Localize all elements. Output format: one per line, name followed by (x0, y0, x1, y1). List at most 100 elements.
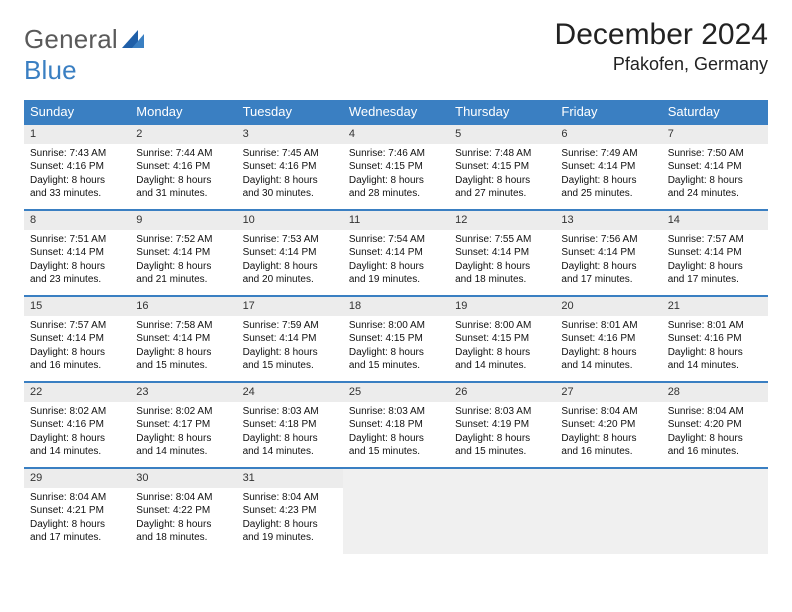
day-number: 21 (662, 297, 768, 316)
logo-text-general: General (24, 24, 118, 54)
calendar-cell: 3Sunrise: 7:45 AMSunset: 4:16 PMDaylight… (237, 124, 343, 210)
calendar-cell: 7Sunrise: 7:50 AMSunset: 4:14 PMDaylight… (662, 124, 768, 210)
day-number: 7 (662, 125, 768, 144)
page-subtitle: Pfakofen, Germany (555, 54, 768, 75)
title-block: December 2024 Pfakofen, Germany (555, 18, 768, 75)
day-details: Sunrise: 7:48 AMSunset: 4:15 PMDaylight:… (449, 144, 555, 205)
day-number: 23 (130, 383, 236, 402)
day-number: 25 (343, 383, 449, 402)
calendar-cell: 24Sunrise: 8:03 AMSunset: 4:18 PMDayligh… (237, 382, 343, 468)
day-number: 18 (343, 297, 449, 316)
day-number: 10 (237, 211, 343, 230)
day-details: Sunrise: 8:04 AMSunset: 4:20 PMDaylight:… (555, 402, 661, 463)
calendar-cell: 5Sunrise: 7:48 AMSunset: 4:15 PMDaylight… (449, 124, 555, 210)
page-header: General Blue December 2024 Pfakofen, Ger… (24, 18, 768, 86)
calendar-cell: 31Sunrise: 8:04 AMSunset: 4:23 PMDayligh… (237, 468, 343, 554)
day-number: 17 (237, 297, 343, 316)
day-details: Sunrise: 7:57 AMSunset: 4:14 PMDaylight:… (24, 316, 130, 377)
calendar-cell: 23Sunrise: 8:02 AMSunset: 4:17 PMDayligh… (130, 382, 236, 468)
calendar-cell: 27Sunrise: 8:04 AMSunset: 4:20 PMDayligh… (555, 382, 661, 468)
day-number: 1 (24, 125, 130, 144)
calendar-cell: 12Sunrise: 7:55 AMSunset: 4:14 PMDayligh… (449, 210, 555, 296)
calendar-row: 1Sunrise: 7:43 AMSunset: 4:16 PMDaylight… (24, 124, 768, 210)
day-number: 4 (343, 125, 449, 144)
logo-mark-icon (122, 24, 144, 55)
calendar-row: 29Sunrise: 8:04 AMSunset: 4:21 PMDayligh… (24, 468, 768, 554)
calendar-cell: 15Sunrise: 7:57 AMSunset: 4:14 PMDayligh… (24, 296, 130, 382)
calendar-row: 8Sunrise: 7:51 AMSunset: 4:14 PMDaylight… (24, 210, 768, 296)
calendar-cell: 11Sunrise: 7:54 AMSunset: 4:14 PMDayligh… (343, 210, 449, 296)
day-details: Sunrise: 8:03 AMSunset: 4:18 PMDaylight:… (237, 402, 343, 463)
day-number: 11 (343, 211, 449, 230)
calendar-row: 15Sunrise: 7:57 AMSunset: 4:14 PMDayligh… (24, 296, 768, 382)
day-details: Sunrise: 8:04 AMSunset: 4:20 PMDaylight:… (662, 402, 768, 463)
day-number: 16 (130, 297, 236, 316)
calendar-cell: 18Sunrise: 8:00 AMSunset: 4:15 PMDayligh… (343, 296, 449, 382)
day-details: Sunrise: 7:44 AMSunset: 4:16 PMDaylight:… (130, 144, 236, 205)
weekday-saturday: Saturday (662, 100, 768, 124)
day-number: 2 (130, 125, 236, 144)
day-number: 27 (555, 383, 661, 402)
day-details: Sunrise: 7:49 AMSunset: 4:14 PMDaylight:… (555, 144, 661, 205)
day-details: Sunrise: 8:02 AMSunset: 4:16 PMDaylight:… (24, 402, 130, 463)
day-details: Sunrise: 8:04 AMSunset: 4:21 PMDaylight:… (24, 488, 130, 549)
day-details: Sunrise: 8:00 AMSunset: 4:15 PMDaylight:… (343, 316, 449, 377)
calendar-cell: 2Sunrise: 7:44 AMSunset: 4:16 PMDaylight… (130, 124, 236, 210)
weekday-tuesday: Tuesday (237, 100, 343, 124)
weekday-monday: Monday (130, 100, 236, 124)
weekday-wednesday: Wednesday (343, 100, 449, 124)
day-number: 3 (237, 125, 343, 144)
calendar-cell: 9Sunrise: 7:52 AMSunset: 4:14 PMDaylight… (130, 210, 236, 296)
calendar-cell: 16Sunrise: 7:58 AMSunset: 4:14 PMDayligh… (130, 296, 236, 382)
weekday-header-row: Sunday Monday Tuesday Wednesday Thursday… (24, 100, 768, 124)
day-details: Sunrise: 7:59 AMSunset: 4:14 PMDaylight:… (237, 316, 343, 377)
day-details: Sunrise: 8:01 AMSunset: 4:16 PMDaylight:… (662, 316, 768, 377)
day-details: Sunrise: 7:58 AMSunset: 4:14 PMDaylight:… (130, 316, 236, 377)
day-number: 6 (555, 125, 661, 144)
day-details: Sunrise: 7:52 AMSunset: 4:14 PMDaylight:… (130, 230, 236, 291)
calendar-cell: 10Sunrise: 7:53 AMSunset: 4:14 PMDayligh… (237, 210, 343, 296)
calendar-cell (343, 468, 449, 554)
calendar-cell (555, 468, 661, 554)
day-details: Sunrise: 7:55 AMSunset: 4:14 PMDaylight:… (449, 230, 555, 291)
weekday-thursday: Thursday (449, 100, 555, 124)
day-number: 8 (24, 211, 130, 230)
logo-text-blue: Blue (24, 55, 77, 85)
day-number: 22 (24, 383, 130, 402)
day-number: 12 (449, 211, 555, 230)
day-details: Sunrise: 7:57 AMSunset: 4:14 PMDaylight:… (662, 230, 768, 291)
calendar-cell: 8Sunrise: 7:51 AMSunset: 4:14 PMDaylight… (24, 210, 130, 296)
calendar-cell: 22Sunrise: 8:02 AMSunset: 4:16 PMDayligh… (24, 382, 130, 468)
calendar-cell: 28Sunrise: 8:04 AMSunset: 4:20 PMDayligh… (662, 382, 768, 468)
calendar-body: 1Sunrise: 7:43 AMSunset: 4:16 PMDaylight… (24, 124, 768, 554)
day-details: Sunrise: 7:56 AMSunset: 4:14 PMDaylight:… (555, 230, 661, 291)
calendar-cell (662, 468, 768, 554)
day-details: Sunrise: 7:51 AMSunset: 4:14 PMDaylight:… (24, 230, 130, 291)
day-number: 31 (237, 469, 343, 488)
day-number: 26 (449, 383, 555, 402)
calendar-cell (449, 468, 555, 554)
day-number: 19 (449, 297, 555, 316)
day-details: Sunrise: 7:50 AMSunset: 4:14 PMDaylight:… (662, 144, 768, 205)
day-details: Sunrise: 7:45 AMSunset: 4:16 PMDaylight:… (237, 144, 343, 205)
day-number: 20 (555, 297, 661, 316)
day-details: Sunrise: 8:00 AMSunset: 4:15 PMDaylight:… (449, 316, 555, 377)
day-number: 5 (449, 125, 555, 144)
calendar-table: Sunday Monday Tuesday Wednesday Thursday… (24, 100, 768, 554)
calendar-cell: 21Sunrise: 8:01 AMSunset: 4:16 PMDayligh… (662, 296, 768, 382)
calendar-cell: 25Sunrise: 8:03 AMSunset: 4:18 PMDayligh… (343, 382, 449, 468)
calendar-cell: 4Sunrise: 7:46 AMSunset: 4:15 PMDaylight… (343, 124, 449, 210)
calendar-cell: 13Sunrise: 7:56 AMSunset: 4:14 PMDayligh… (555, 210, 661, 296)
calendar-cell: 19Sunrise: 8:00 AMSunset: 4:15 PMDayligh… (449, 296, 555, 382)
calendar-row: 22Sunrise: 8:02 AMSunset: 4:16 PMDayligh… (24, 382, 768, 468)
day-details: Sunrise: 8:03 AMSunset: 4:19 PMDaylight:… (449, 402, 555, 463)
day-number: 28 (662, 383, 768, 402)
page-title: December 2024 (555, 18, 768, 52)
day-number: 24 (237, 383, 343, 402)
day-number: 15 (24, 297, 130, 316)
day-details: Sunrise: 7:53 AMSunset: 4:14 PMDaylight:… (237, 230, 343, 291)
day-details: Sunrise: 8:04 AMSunset: 4:23 PMDaylight:… (237, 488, 343, 549)
calendar-cell: 30Sunrise: 8:04 AMSunset: 4:22 PMDayligh… (130, 468, 236, 554)
day-details: Sunrise: 7:54 AMSunset: 4:14 PMDaylight:… (343, 230, 449, 291)
calendar-cell: 26Sunrise: 8:03 AMSunset: 4:19 PMDayligh… (449, 382, 555, 468)
